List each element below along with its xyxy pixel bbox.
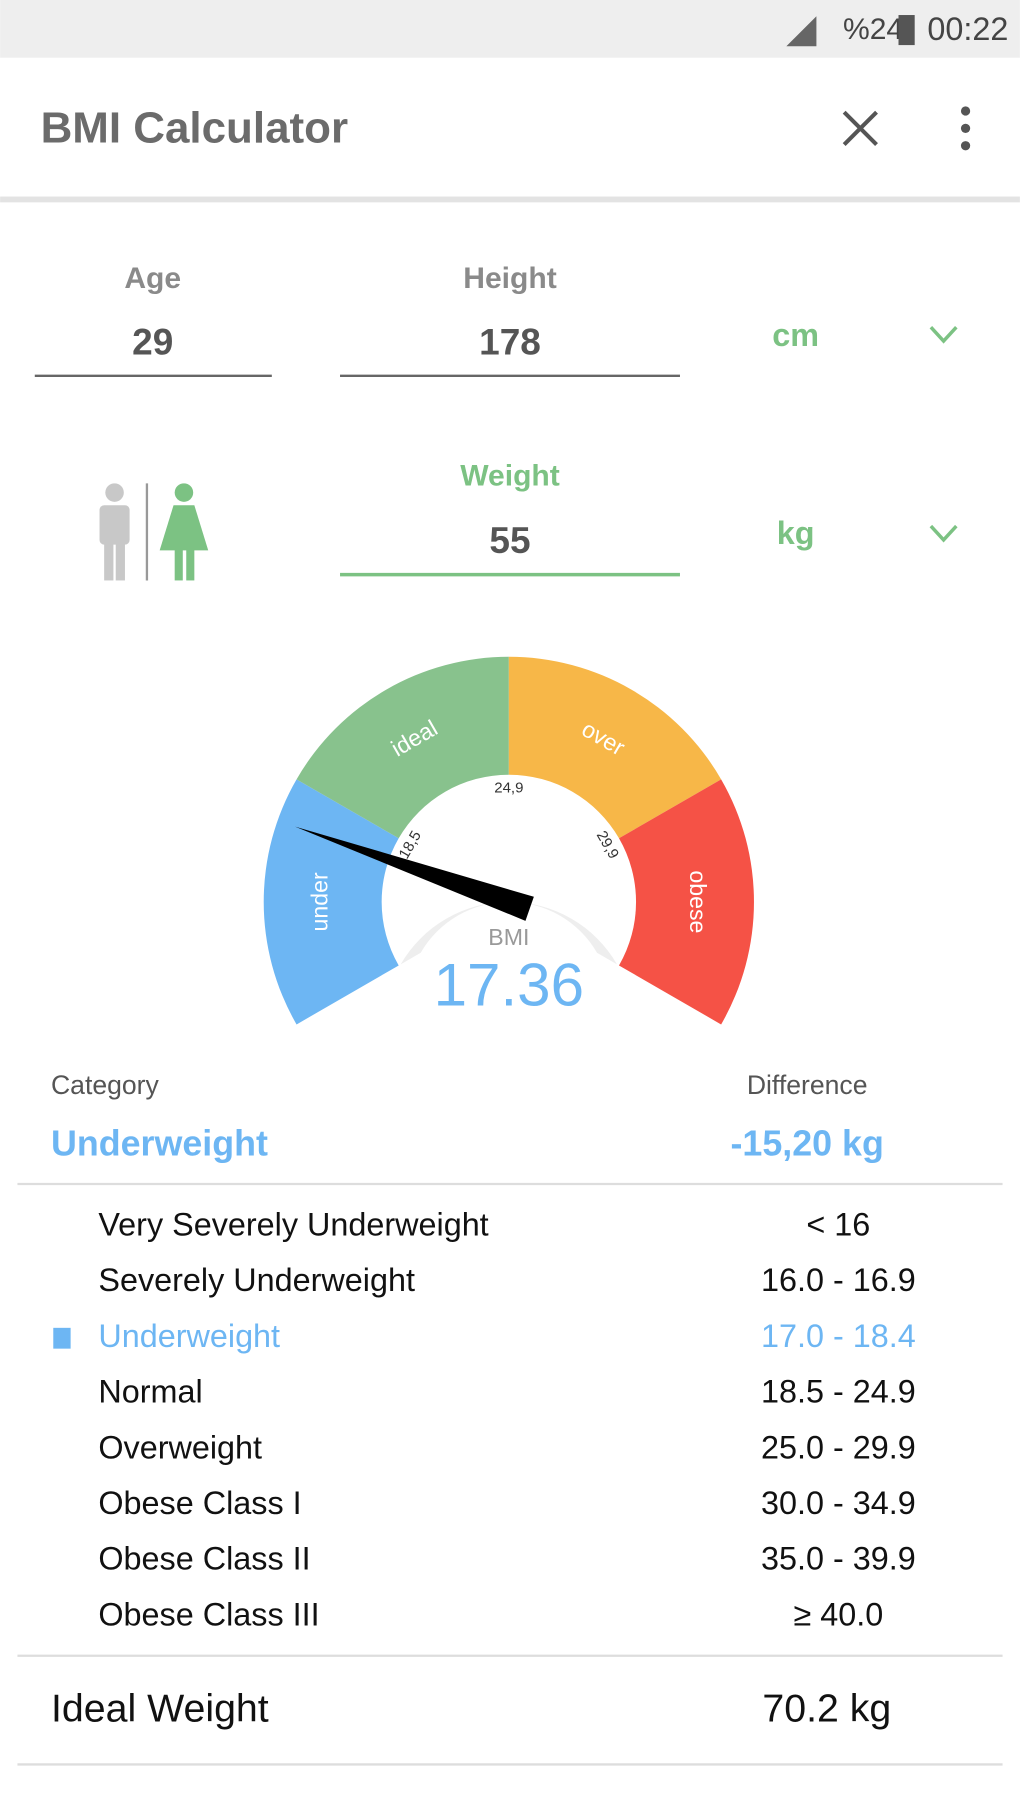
row-name: Obese Class I (98, 1485, 301, 1521)
height-unit-dropdown[interactable] (929, 326, 958, 344)
app-bar-shadow (0, 196, 1020, 203)
clock: 00:22 (927, 11, 1008, 47)
age-label: Age (124, 262, 181, 295)
close-button[interactable] (842, 110, 878, 146)
height-input[interactable]: 178 (479, 321, 541, 362)
menu-button[interactable] (960, 106, 971, 151)
signal-icon (786, 16, 817, 47)
weight-input[interactable]: 55 (489, 520, 530, 561)
gauge-segment-label: under (307, 872, 333, 931)
row-name: Obese Class II (98, 1541, 310, 1577)
row-name: Severely Underweight (98, 1262, 415, 1298)
row-range: 30.0 - 34.9 (761, 1485, 916, 1521)
gauge-segment (618, 779, 754, 1025)
gauge-segment-label: obese (685, 870, 711, 933)
difference-label: Difference (747, 1070, 868, 1100)
battery: %24 (843, 13, 903, 46)
row-name: Obese Class III (98, 1596, 319, 1632)
row-range: 25.0 - 29.9 (761, 1429, 916, 1465)
gauge-tick-label: 24,9 (494, 780, 523, 797)
height-label: Height (463, 262, 556, 295)
bmi-table: Very Severely Underweight < 16 Severely Un… (53, 1206, 916, 1632)
row-range: 18.5 - 24.9 (761, 1374, 916, 1410)
ideal-weight-label: Ideal Weight (51, 1687, 269, 1731)
gauge-needle (295, 826, 534, 921)
height-unit[interactable]: cm (772, 317, 819, 353)
status-bar (0, 0, 1020, 58)
battery-icon (898, 15, 915, 46)
gender-female[interactable] (159, 483, 209, 581)
category-value: Underweight (51, 1123, 268, 1163)
row-range: 16.0 - 16.9 (761, 1262, 916, 1298)
row-range: 35.0 - 39.9 (761, 1541, 916, 1577)
gauge-segment (263, 779, 399, 1025)
app-title: BMI Calculator (41, 103, 349, 152)
app-bar (0, 57, 1020, 197)
weight-unit[interactable]: kg (777, 515, 815, 551)
gauge-segment (296, 656, 509, 839)
row-range: < 16 (806, 1206, 870, 1242)
row-name: Normal (98, 1374, 202, 1410)
weight-label: Weight (460, 459, 560, 492)
row-name: Underweight (98, 1318, 280, 1354)
weight-unit-dropdown[interactable] (929, 524, 958, 543)
category-label: Category (51, 1070, 160, 1100)
bmi-value: 17.36 (434, 952, 584, 1019)
gauge-segment (508, 656, 722, 839)
gauge-caption: BMI (488, 924, 529, 950)
ideal-weight-value: 70.2 kg (762, 1687, 891, 1731)
row-range: ≥ 40.0 (794, 1596, 884, 1632)
selected-marker (53, 1327, 71, 1349)
row-name: Very Severely Underweight (98, 1206, 488, 1242)
difference-value: -15,20 kg (730, 1123, 883, 1163)
row-name: Overweight (98, 1429, 262, 1465)
gender-male[interactable] (99, 483, 130, 581)
age-input[interactable]: 29 (132, 321, 173, 362)
row-range: 17.0 - 18.4 (761, 1318, 916, 1354)
